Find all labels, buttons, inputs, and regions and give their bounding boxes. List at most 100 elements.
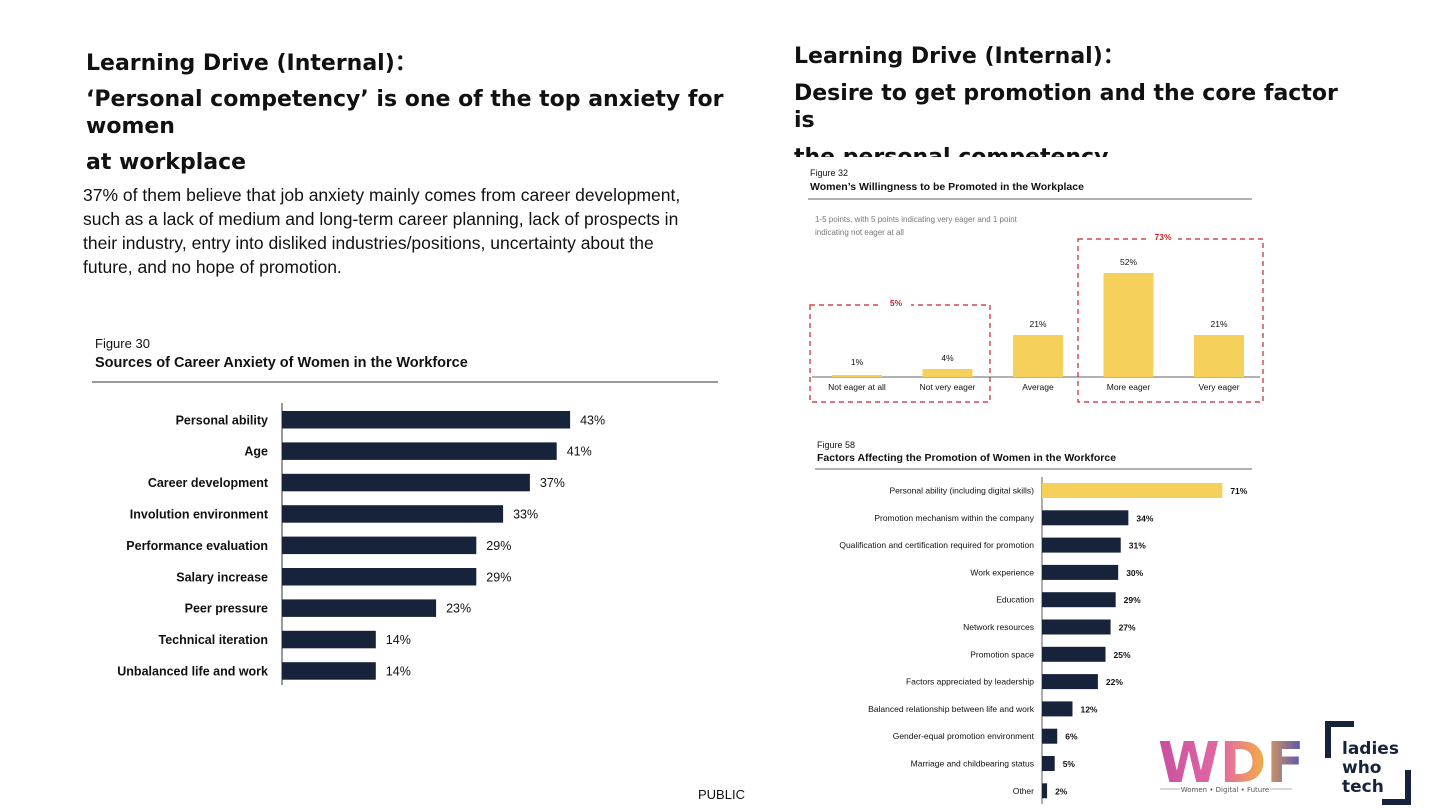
right-heading-line3: the personal competency [794,144,1354,157]
fig58-data-label: 30% [1126,568,1143,578]
fig58-bar [1042,674,1098,690]
fig32-bar [1194,335,1244,377]
fig30-bar [282,473,530,492]
fig58-data-label: 34% [1136,513,1153,523]
fig58-bar [1042,783,1048,799]
lwt-line3: tech [1342,777,1384,797]
fig32-category-label: Very eager [1198,382,1239,392]
fig32-category-label: Not very eager [920,382,976,392]
fig32-category-label: More eager [1107,382,1151,392]
fig30-category-label: Salary increase [176,570,268,584]
wdf-logo: WDF Women • Digital • Future [1150,718,1300,798]
wdf-tagline: Women • Digital • Future [1181,786,1270,794]
wdf-logo-text: WDF [1158,731,1300,796]
lwt-line2: who [1342,758,1382,778]
fig58-figure-label: Figure 58 [817,440,855,450]
fig30-category-label: Age [244,445,268,459]
fig58-bar [1042,510,1129,526]
fig58-bar [1042,619,1111,635]
fig58-data-label: 6% [1065,732,1078,742]
fig58-data-label: 31% [1129,541,1146,551]
fig58-category-label: Qualification and certification required… [839,540,1034,550]
fig30-bar [282,568,477,586]
fig58-data-label: 27% [1119,623,1136,633]
fig58-bar [1042,701,1073,717]
ladies-who-tech-logo: ladies who tech [1325,721,1411,805]
fig32-data-label: 4% [941,353,954,363]
fig58-data-label: 5% [1063,759,1076,769]
fig32-category-label: Average [1022,382,1054,392]
fig58-title: Factors Affecting the Promotion of Women… [817,452,1116,464]
fig30-data-label: 29% [486,570,511,584]
fig58-category-label: Work experience [970,567,1034,577]
right-heading-line2: Desire to get promotion and the core fac… [794,81,1338,133]
fig58-bar [1042,646,1106,662]
fig30-data-label: 23% [446,602,471,616]
left-heading-line1: Learning Drive (Internal)： [86,51,417,76]
left-heading-line2: ‘Personal competency’ is one of the top … [86,87,724,139]
fig58-category-label: Network resources [963,622,1034,632]
left-heading: Learning Drive (Internal)： ‘Personal com… [86,50,746,185]
fig30-category-label: Performance evaluation [126,539,268,553]
fig58-bar [1042,564,1119,580]
fig58-data-label: 71% [1230,486,1247,496]
fig30-category-label: Peer pressure [185,602,268,616]
footer-classification: PUBLIC [698,787,745,802]
lwt-line1: ladies [1342,739,1399,759]
fig32-data-label: 21% [1210,319,1227,329]
fig30-bar [282,630,376,649]
fig30-bar [282,536,477,555]
fig58-category-label: Balanced relationship between life and w… [868,704,1035,714]
fig30-data-label: 33% [513,507,538,521]
fig30-bar [282,599,437,617]
fig58-category-label: Education [996,595,1034,605]
fig58-category-label: Gender-equal promotion environment [893,731,1035,741]
fig30-data-label: 14% [386,664,411,678]
fig30-data-label: 37% [540,476,565,490]
fig30-category-label: Involution environment [130,507,269,521]
fig32-figure-label: Figure 32 [810,168,848,178]
fig32-bar [1013,335,1063,377]
fig58-category-label: Promotion space [970,649,1034,659]
fig58-data-label: 25% [1114,650,1131,660]
fig58-category-label: Factors appreciated by leadership [906,677,1034,687]
figure-32-chart: Figure 32 Women’s Willingness to be Promo… [808,168,1264,403]
fig58-category-label: Other [1013,786,1034,796]
fig30-title: Sources of Career Anxiety of Women in th… [95,355,468,371]
fig30-data-label: 14% [386,633,411,647]
fig30-bar [282,505,504,523]
fig58-bar [1042,592,1116,608]
fig30-bar [282,411,571,429]
fig30-category-label: Technical iteration [158,633,268,647]
fig30-bar [282,442,557,460]
fig58-bar [1042,756,1055,771]
fig30-bar [282,662,376,680]
fig58-data-label: 22% [1106,677,1123,687]
fig32-group-label: 73% [1154,232,1171,242]
fig32-group-label: 5% [890,298,903,308]
fig58-data-label: 2% [1055,786,1068,796]
fig32-title: Women’s Willingness to be Promoted in th… [810,181,1084,193]
figure-30-chart: Figure 30 Sources of Career Anxiety of Wo… [92,336,718,685]
fig32-bar [832,375,882,377]
fig58-data-label: 12% [1080,704,1097,714]
fig30-category-label: Personal ability [176,413,268,427]
fig30-figure-label: Figure 30 [95,336,150,351]
fig30-category-label: Unbalanced life and work [117,664,268,678]
fig32-data-label: 52% [1120,257,1137,267]
figure-58-chart: Figure 58 Factors Affecting the Promotion… [815,440,1252,804]
fig30-data-label: 41% [567,445,592,459]
fig58-data-label: 29% [1124,595,1141,605]
fig32-bar [922,369,973,377]
right-heading-line1: Learning Drive (Internal)： [794,44,1125,69]
fig58-bar [1042,483,1223,498]
fig30-data-label: 29% [486,539,511,553]
fig32-data-label: 1% [851,357,864,367]
fig32-bar [1103,273,1154,377]
fig58-category-label: Personal ability (including digital skil… [889,486,1034,496]
fig32-note: 1-5 points, with 5 points indicating ver… [815,215,1018,237]
fig58-category-label: Promotion mechanism within the company [874,513,1034,523]
fig32-data-label: 21% [1029,319,1046,329]
left-heading-line3: at workplace [86,150,247,175]
left-body-text: 37% of them believe that job anxiety mai… [83,185,681,277]
